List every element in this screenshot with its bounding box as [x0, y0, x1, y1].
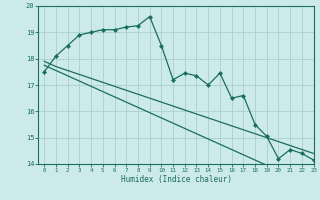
- X-axis label: Humidex (Indice chaleur): Humidex (Indice chaleur): [121, 175, 231, 184]
